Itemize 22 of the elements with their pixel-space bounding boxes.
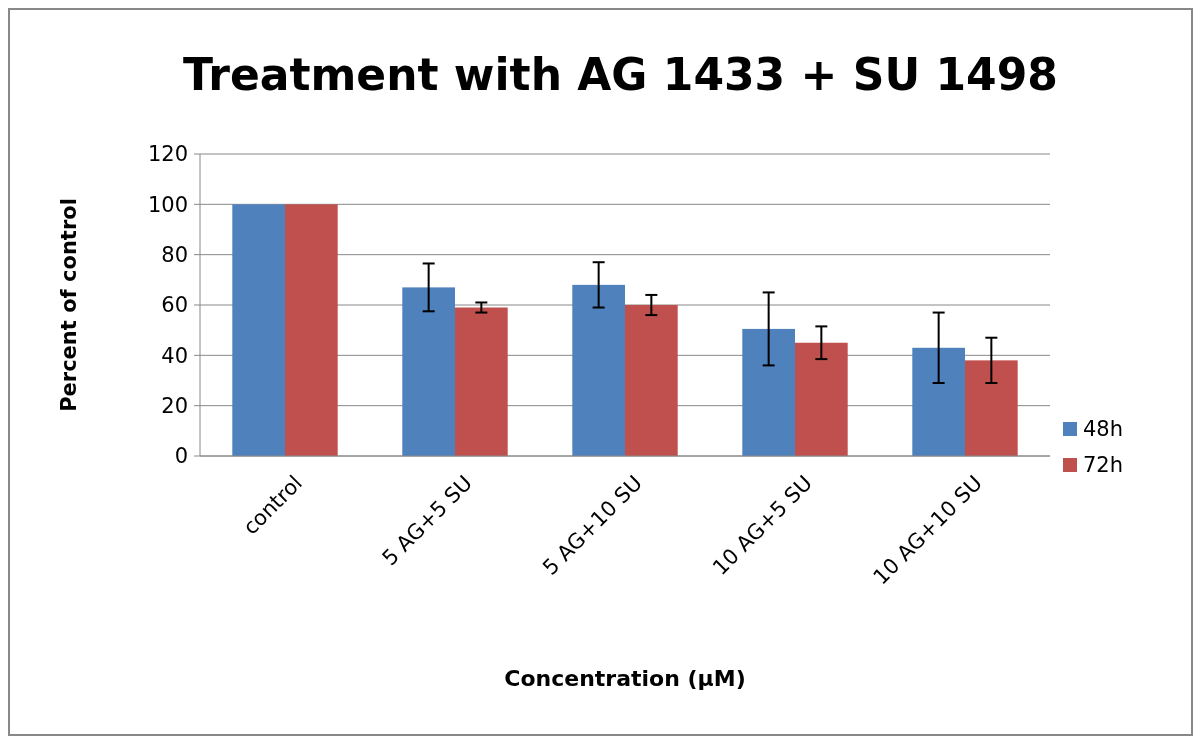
- bar: [455, 307, 508, 456]
- legend-label: 48h: [1083, 417, 1124, 442]
- y-axis-title: Percent of control: [57, 198, 81, 412]
- bar: [795, 342, 848, 456]
- bar: [912, 347, 965, 456]
- y-tick-label: 20: [161, 394, 188, 419]
- y-tick-label: 40: [161, 343, 188, 368]
- bar: [742, 328, 795, 456]
- bar: [625, 305, 678, 456]
- y-tick-label: 100: [147, 192, 188, 217]
- legend-label: 72h: [1083, 453, 1124, 478]
- y-tick-label: 60: [161, 293, 188, 318]
- bar: [285, 204, 338, 456]
- y-tick-label: 120: [147, 142, 188, 167]
- y-tick-label: 0: [174, 444, 188, 469]
- x-axis-title: Concentration (µM): [504, 666, 746, 691]
- bar: [402, 287, 455, 456]
- y-tick-label: 80: [161, 243, 188, 268]
- bar: [572, 284, 625, 456]
- chart-title: Treatment with AG 1433 + SU 1498: [183, 49, 1058, 100]
- bar: [965, 360, 1018, 456]
- bar: [232, 204, 285, 456]
